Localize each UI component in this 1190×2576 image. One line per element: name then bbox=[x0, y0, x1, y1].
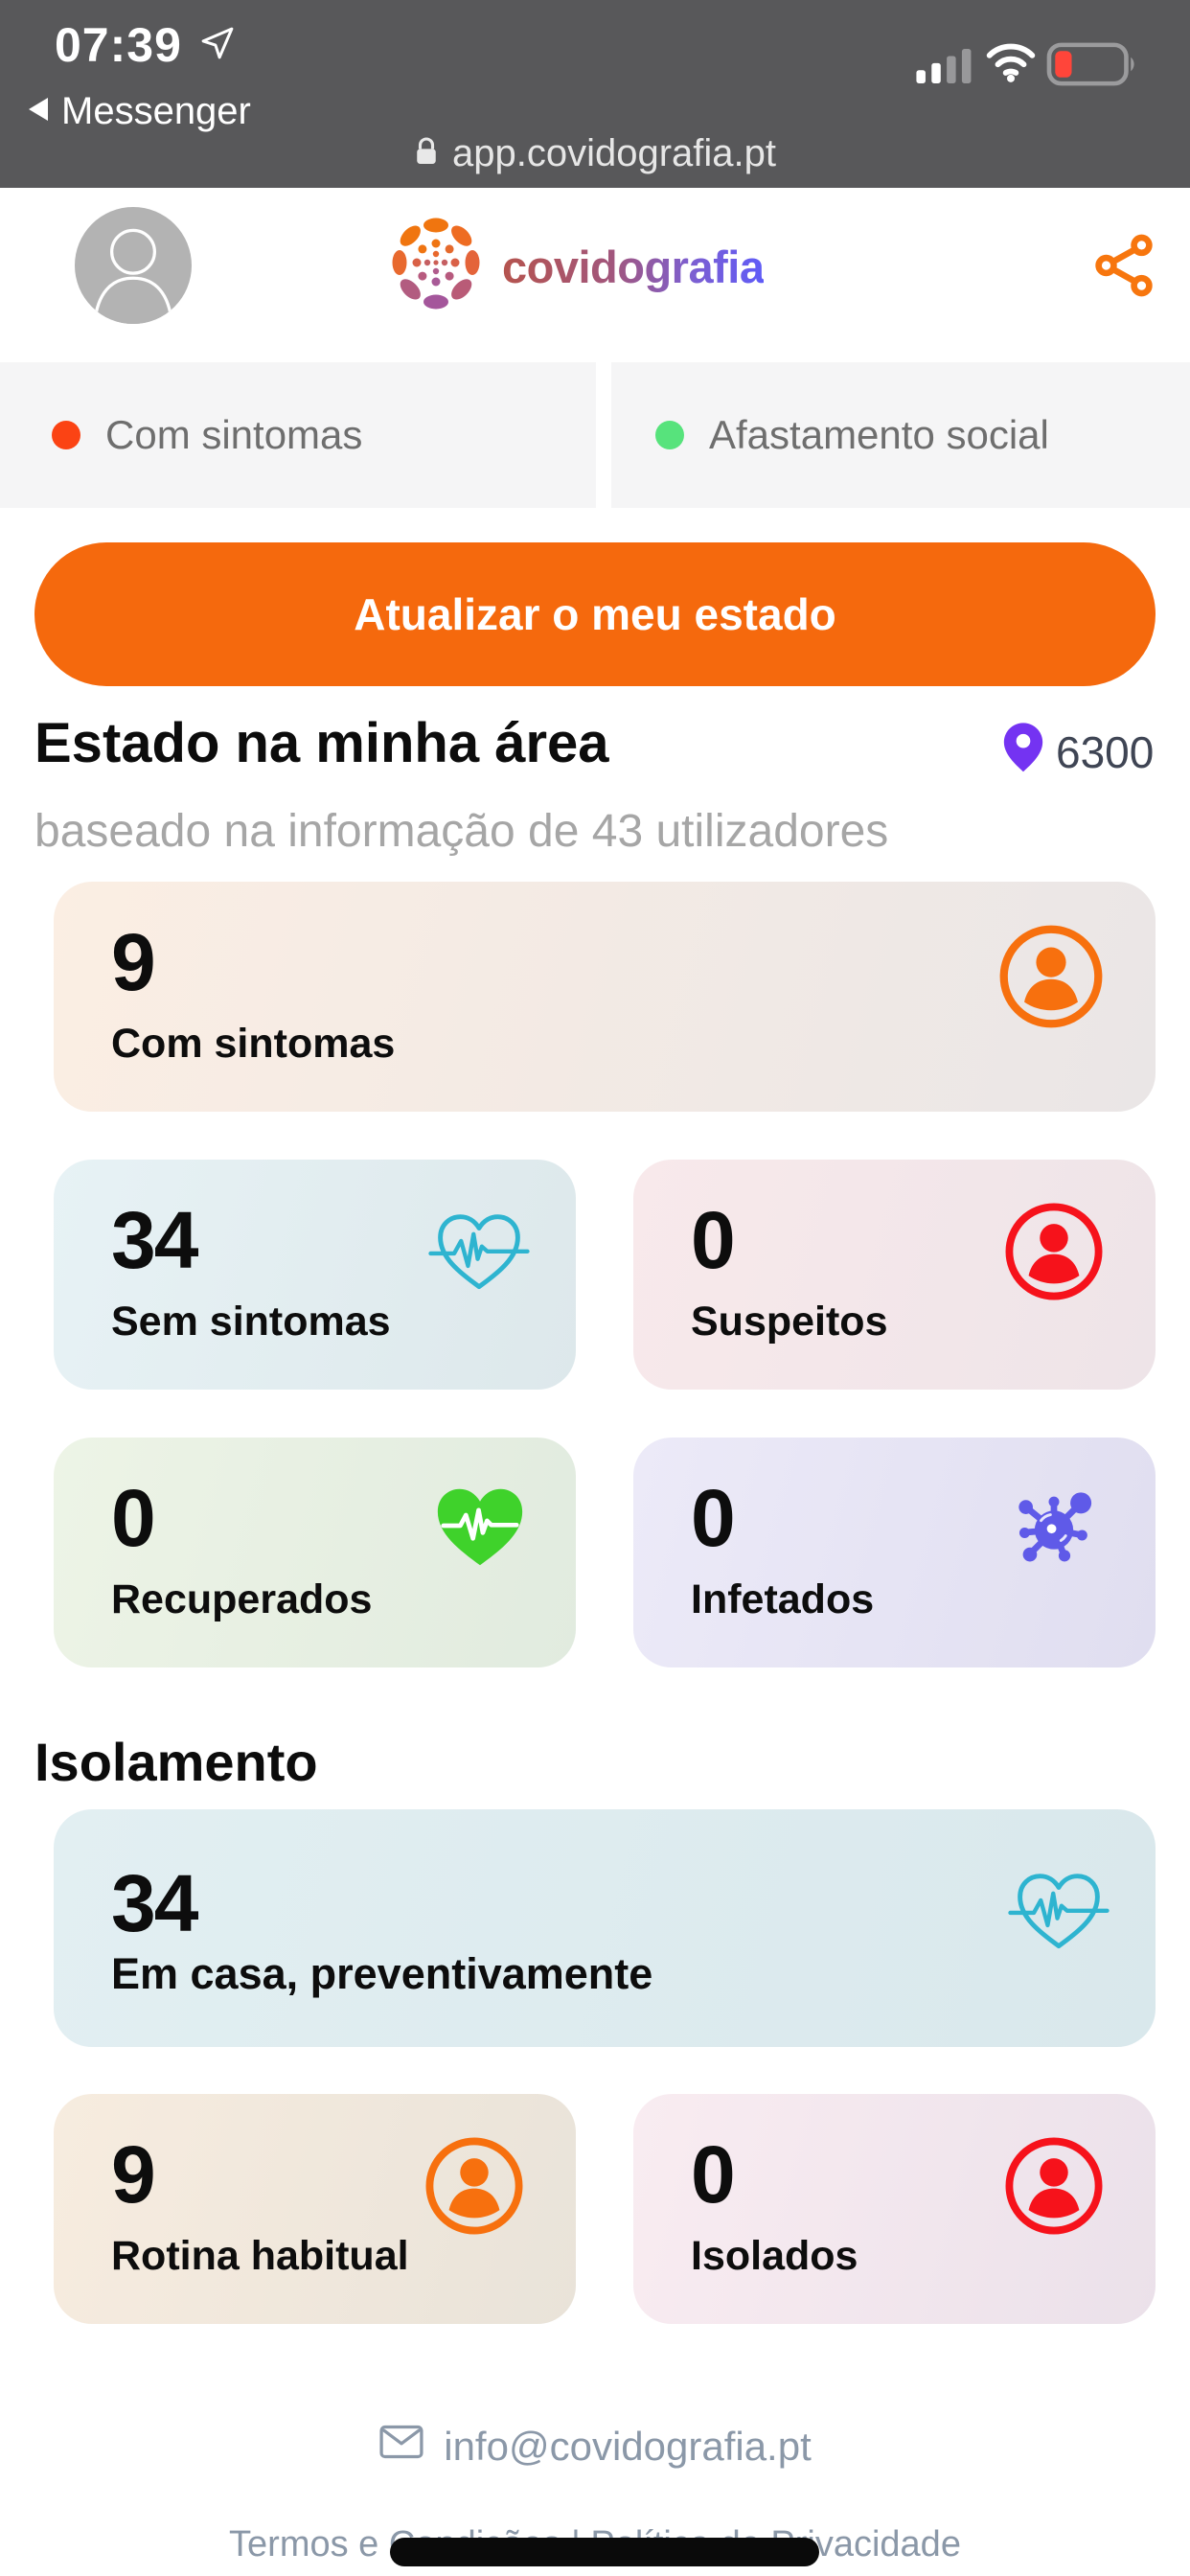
status-time-row: 07:39 bbox=[55, 17, 238, 73]
green-dot-icon bbox=[655, 421, 684, 449]
app-header: covidografia bbox=[0, 188, 1190, 362]
person-circle-icon bbox=[1004, 1202, 1104, 1306]
contact-email-link[interactable]: info@covidografia.pt bbox=[0, 2423, 1190, 2471]
stat-card-suspeitos: 0 Suspeitos bbox=[633, 1160, 1156, 1390]
person-circle-icon bbox=[998, 924, 1104, 1034]
heart-pulse-outline-icon bbox=[1006, 1863, 1111, 1965]
browser-address-bar[interactable]: app.covidografia.pt bbox=[0, 132, 1190, 175]
area-section-title: Estado na minha área bbox=[34, 712, 609, 774]
stat-value: 0 bbox=[691, 2129, 736, 2220]
stat-label: Isolados bbox=[691, 2233, 858, 2279]
stat-label: Infetados bbox=[691, 1576, 875, 1622]
isolation-section-title: Isolamento bbox=[34, 1732, 318, 1792]
stat-label: Com sintomas bbox=[111, 1021, 396, 1067]
postal-code-value: 6300 bbox=[1056, 727, 1155, 777]
stat-label: Em casa, preventivamente bbox=[111, 1949, 653, 1998]
stat-card-isolados: 0 Isolados bbox=[633, 2094, 1156, 2324]
cellular-signal-icon bbox=[916, 48, 973, 89]
back-to-app-button[interactable]: Messenger bbox=[27, 90, 251, 133]
brand-wordmark: covidografia bbox=[502, 242, 765, 292]
clock: 07:39 bbox=[55, 18, 182, 72]
location-arrow-icon bbox=[197, 23, 238, 68]
stat-card-infetados: 0 Infetados bbox=[633, 1438, 1156, 1668]
avatar[interactable] bbox=[75, 207, 192, 324]
tab-label: Afastamento social bbox=[709, 412, 1049, 457]
stat-value: 34 bbox=[111, 1195, 198, 1285]
brand-logo: covidografia bbox=[391, 213, 765, 321]
url-text: app.covidografia.pt bbox=[451, 132, 776, 174]
area-section-subtitle: baseado na informação de 43 utilizadores bbox=[34, 806, 889, 857]
person-circle-icon bbox=[424, 2136, 524, 2241]
stat-card-recuperados: 0 Recuperados bbox=[54, 1438, 576, 1668]
tab-label: Com sintomas bbox=[105, 412, 363, 457]
contact-email-text: info@covidografia.pt bbox=[444, 2424, 812, 2469]
update-status-label: Atualizar o meu estado bbox=[354, 589, 836, 639]
map-pin-icon bbox=[1002, 721, 1044, 779]
back-triangle-icon bbox=[27, 96, 50, 127]
wifi-icon bbox=[985, 42, 1037, 89]
heart-pulse-outline-icon bbox=[426, 1204, 532, 1305]
person-circle-icon bbox=[1004, 2136, 1104, 2241]
back-app-label: Messenger bbox=[61, 90, 251, 132]
update-status-button[interactable]: Atualizar o meu estado bbox=[34, 542, 1156, 686]
dots-cluster-icon bbox=[391, 213, 481, 321]
tab-afastamento-social[interactable]: Afastamento social bbox=[611, 362, 1190, 508]
stat-value: 0 bbox=[691, 1195, 736, 1285]
redaction-bar bbox=[390, 2538, 819, 2566]
stat-label: Suspeitos bbox=[691, 1299, 888, 1345]
envelope-icon bbox=[378, 2423, 424, 2471]
stat-card-sem-sintomas: 34 Sem sintomas bbox=[54, 1160, 576, 1390]
tab-com-sintomas[interactable]: Com sintomas bbox=[0, 362, 596, 508]
stat-value: 9 bbox=[111, 917, 156, 1007]
stat-value: 34 bbox=[111, 1858, 198, 1948]
battery-icon bbox=[1046, 42, 1138, 91]
share-icon[interactable] bbox=[1094, 234, 1154, 302]
stat-label: Recuperados bbox=[111, 1576, 373, 1622]
status-bar: 07:39 Messenger bbox=[0, 0, 1190, 188]
virus-icon bbox=[1012, 1485, 1096, 1575]
stat-card-com-sintomas: 9 Com sintomas bbox=[54, 882, 1156, 1112]
heart-pulse-filled-icon bbox=[426, 1478, 534, 1581]
orange-dot-icon bbox=[52, 421, 80, 449]
stat-card-em-casa: 34 Em casa, preventivamente bbox=[54, 1809, 1156, 2047]
stat-label: Rotina habitual bbox=[111, 2233, 409, 2279]
stat-value: 0 bbox=[691, 1473, 736, 1563]
stat-value: 0 bbox=[111, 1473, 156, 1563]
stat-label: Sem sintomas bbox=[111, 1299, 391, 1345]
stat-value: 9 bbox=[111, 2129, 156, 2220]
stat-card-rotina-habitual: 9 Rotina habitual bbox=[54, 2094, 576, 2324]
lock-icon bbox=[414, 135, 439, 172]
